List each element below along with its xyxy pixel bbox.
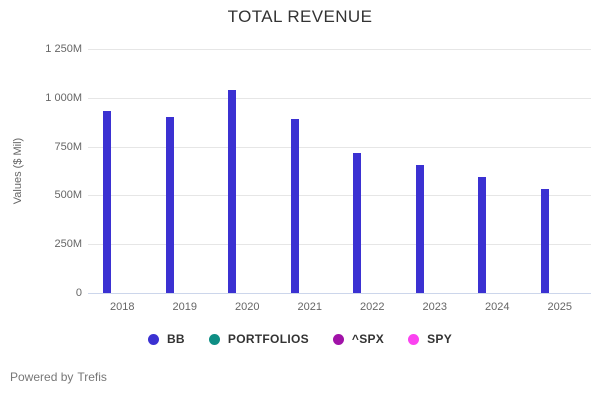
y-tick-label: 250M — [54, 238, 82, 251]
x-axis-line — [88, 293, 591, 294]
legend-label: ^SPX — [351, 332, 385, 346]
legend-item-SPY[interactable]: SPY — [408, 332, 452, 346]
y-tick-label: 1 250M — [45, 43, 82, 55]
legend-marker-icon — [208, 333, 220, 345]
powered-by: Powered by Trefis — [10, 370, 107, 384]
legend-label: PORTFOLIOS — [227, 332, 309, 346]
legend: BB PORTFOLIOS ^SPX SPY — [0, 332, 600, 346]
x-tick-label: 2023 — [422, 301, 447, 313]
gridline — [88, 146, 591, 148]
x-tick-label: 2025 — [547, 301, 572, 313]
legend-marker-icon — [408, 333, 420, 345]
chart-title: TOTAL REVENUE — [227, 7, 373, 26]
y-tick-label: 1 000M — [45, 91, 82, 104]
x-tick-label: 2018 — [110, 301, 135, 313]
legend-marker-icon — [332, 333, 344, 345]
powered-by-text: Powered by — [10, 370, 74, 384]
gridline — [88, 244, 591, 246]
legend-label: BB — [166, 332, 185, 346]
legend-label: SPY — [427, 332, 453, 346]
y-tick-label: 750M — [54, 140, 82, 153]
y-tick-label: 0 — [75, 287, 82, 299]
bar-BB-2022[interactable] — [353, 152, 362, 293]
legend-item-PORTFOLIOS[interactable]: PORTFOLIOS — [208, 332, 309, 346]
trefis-link[interactable]: Trefis — [77, 370, 107, 384]
gridline — [88, 97, 591, 99]
bar-BB-2024[interactable] — [478, 176, 487, 293]
x-tick-label: 2021 — [297, 301, 322, 313]
x-tick-label: 2019 — [172, 301, 197, 313]
y-tick-label: 500M — [54, 189, 82, 202]
bar-BB-2023[interactable] — [415, 164, 424, 293]
bar-BB-2019[interactable] — [165, 116, 174, 293]
bar-BB-2018[interactable] — [103, 111, 112, 293]
legend-item-^SPX[interactable]: ^SPX — [332, 332, 385, 346]
x-tick-label: 2020 — [235, 301, 260, 313]
x-tick-label: 2022 — [360, 301, 385, 313]
gridline — [88, 195, 591, 197]
bar-BB-2021[interactable] — [290, 118, 299, 293]
bar-BB-2020[interactable] — [228, 89, 237, 293]
x-tick-label: 2024 — [485, 301, 510, 313]
bar-BB-2025[interactable] — [540, 188, 549, 293]
gridline — [88, 49, 591, 50]
legend-marker-icon — [147, 333, 159, 345]
legend-item-BB[interactable]: BB — [147, 332, 185, 346]
